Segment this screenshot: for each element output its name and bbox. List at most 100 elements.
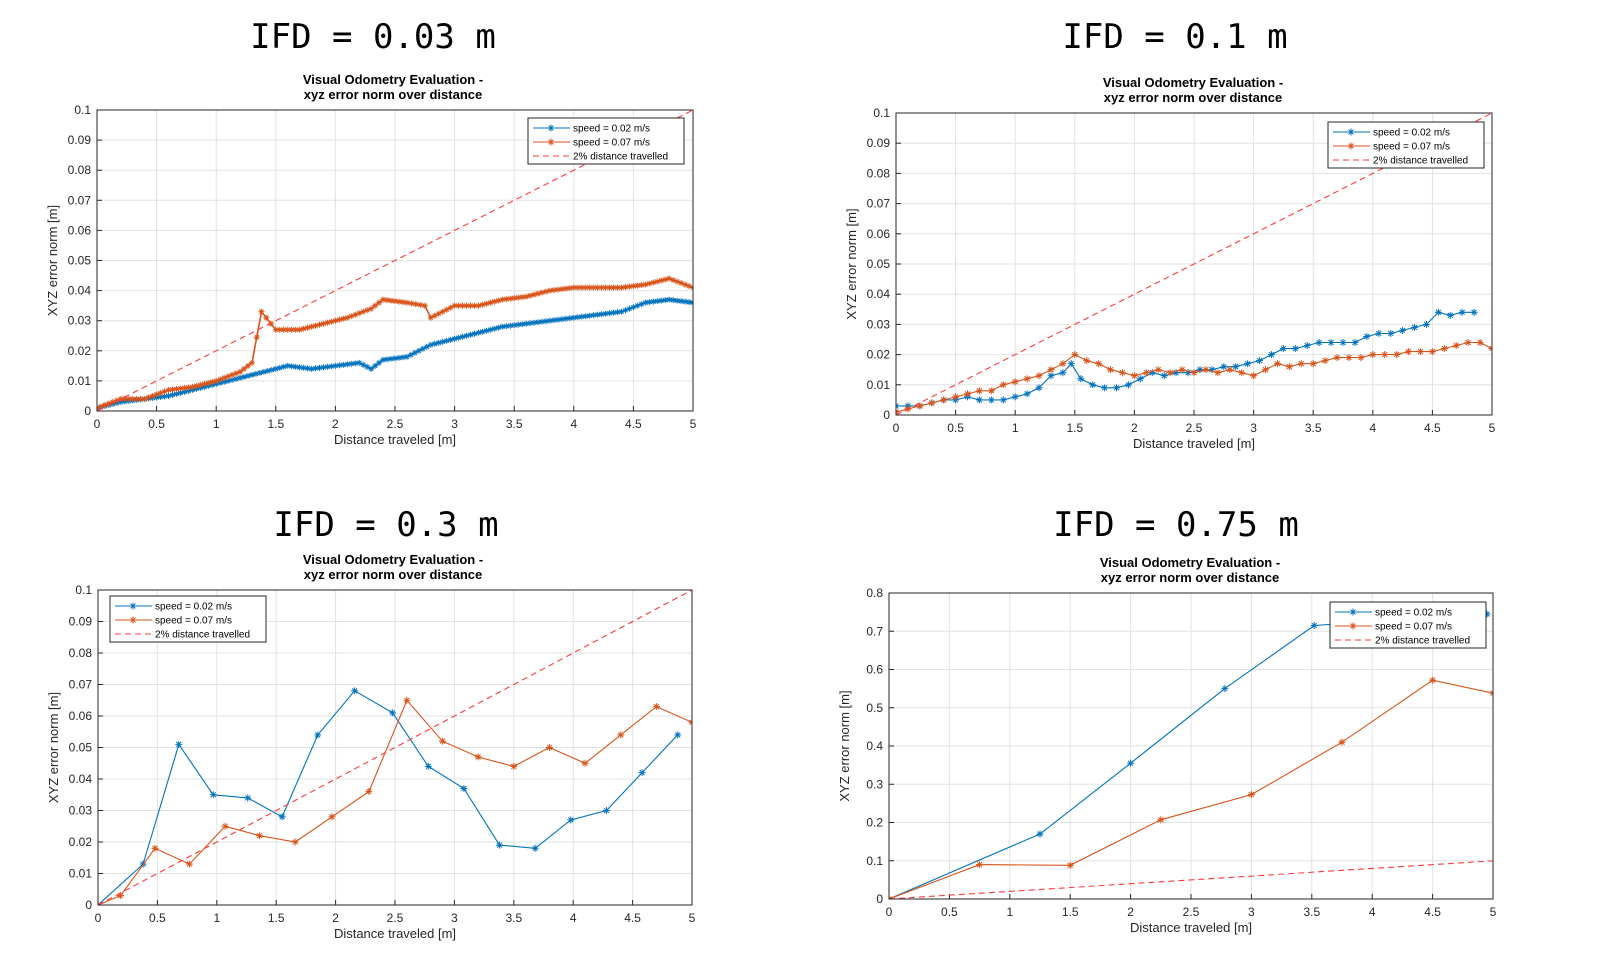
chart-title: Visual Odometry Evaluation - <box>303 552 483 567</box>
y-axis-label: XYZ error norm [m] <box>844 208 859 319</box>
data-point <box>527 320 534 327</box>
data-point <box>291 838 299 846</box>
data-point <box>117 395 124 402</box>
data-point <box>248 359 255 366</box>
y-tick-label: 0.09 <box>68 133 92 147</box>
data-point <box>1375 329 1383 337</box>
y-axis-label: XYZ error norm [m] <box>45 205 60 316</box>
chart-title: Visual Odometry Evaluation - <box>1100 555 1280 570</box>
y-tick-label: 0.05 <box>867 257 891 271</box>
data-point <box>1107 366 1115 374</box>
data-point <box>483 300 490 307</box>
data-point <box>1357 354 1365 362</box>
data-point <box>209 791 217 799</box>
data-point <box>165 392 172 399</box>
data-point <box>598 311 605 318</box>
x-tick-label: 0.5 <box>148 417 165 431</box>
legend-entry: speed = 0.07 m/s <box>1375 622 1452 633</box>
x-tick-label: 5 <box>690 417 697 431</box>
chart-panel-ifd-075: IFD = 0.75 m Visual Odometry Evaluation -… <box>800 486 1590 966</box>
data-point <box>527 292 534 299</box>
data-point <box>264 367 271 374</box>
data-point <box>1154 366 1162 374</box>
data-point <box>288 363 295 370</box>
data-point <box>185 860 193 868</box>
data-point <box>1303 342 1311 350</box>
data-point <box>519 294 526 301</box>
x-axis-label: Distance traveled [m] <box>334 926 456 941</box>
data-point <box>1470 308 1478 316</box>
data-point <box>380 296 387 303</box>
y-tick-label: 0.07 <box>867 197 891 211</box>
data-point <box>545 744 553 751</box>
legend-entry: speed = 0.02 m/s <box>1373 128 1450 139</box>
y-tick-label: 0.1 <box>873 106 890 120</box>
x-tick-label: 0 <box>886 905 893 919</box>
legend-entry: speed = 0.02 m/s <box>155 602 232 613</box>
series-line <box>97 110 693 411</box>
data-point <box>1428 348 1436 356</box>
data-point <box>558 316 565 323</box>
x-tick-label: 3.5 <box>506 417 523 431</box>
data-point <box>384 297 391 304</box>
x-tick-label: 5 <box>689 911 696 925</box>
data-point <box>380 356 387 363</box>
axes-box <box>888 592 1494 900</box>
data-point <box>304 365 311 372</box>
panel-heading: IFD = 0.75 m <box>1053 505 1299 545</box>
data-point <box>260 368 267 375</box>
data-point <box>328 318 335 325</box>
legend-entry: speed = 0.02 m/s <box>1375 608 1452 619</box>
data-point <box>332 362 339 369</box>
y-tick-label: 0.08 <box>867 166 891 180</box>
data-point <box>618 284 625 291</box>
data-point <box>554 316 561 323</box>
x-tick-label: 4 <box>570 417 577 431</box>
data-point <box>1035 384 1043 392</box>
data-point <box>606 284 613 291</box>
data-point <box>372 362 379 369</box>
data-point <box>439 737 447 745</box>
data-point <box>952 393 960 401</box>
chart-title: xyz error norm over distance <box>304 567 482 582</box>
x-tick-label: 2.5 <box>1186 421 1203 435</box>
data-point <box>376 299 383 306</box>
y-tick-label: 0.04 <box>69 772 93 786</box>
chart-title: Visual Odometry Evaluation - <box>1103 75 1283 90</box>
data-point <box>280 363 287 370</box>
data-point <box>638 282 645 289</box>
data-point <box>546 287 553 294</box>
chart-title: xyz error norm over distance <box>304 87 482 102</box>
data-point <box>304 324 311 331</box>
data-point <box>511 295 518 302</box>
data-point <box>427 314 434 321</box>
data-point <box>1238 369 1246 377</box>
data-point <box>284 362 291 369</box>
data-point <box>129 395 136 402</box>
y-tick-label: 0.08 <box>69 646 93 660</box>
chart-svg: IFD = 0.3 m Visual Odometry Evaluation -x… <box>46 505 696 941</box>
data-point <box>515 321 522 328</box>
x-tick-label: 0 <box>95 911 102 925</box>
data-point <box>253 334 260 341</box>
x-tick-label: 3.5 <box>1303 905 1320 919</box>
y-axis-label: XYZ error norm [m] <box>837 690 852 801</box>
data-point <box>1221 685 1229 693</box>
data-point <box>590 312 597 319</box>
legend-entry: 2% distance travelled <box>155 630 250 641</box>
data-point <box>1130 372 1138 380</box>
chart-panel-ifd-01: IFD = 0.1 m Visual Odometry Evaluation -x… <box>800 0 1590 480</box>
data-point <box>987 396 995 404</box>
data-point <box>1101 384 1109 392</box>
series-2 <box>896 339 1492 415</box>
data-point <box>1071 351 1079 359</box>
series-2 <box>889 676 1493 899</box>
x-tick-label: 0.5 <box>941 905 958 919</box>
data-point <box>447 304 454 311</box>
data-point <box>392 355 398 362</box>
x-tick-label: 3.5 <box>1305 421 1322 435</box>
x-tick-label: 3 <box>1248 905 1255 919</box>
data-point <box>566 315 573 322</box>
data-point <box>999 381 1007 389</box>
data-point <box>650 279 657 286</box>
